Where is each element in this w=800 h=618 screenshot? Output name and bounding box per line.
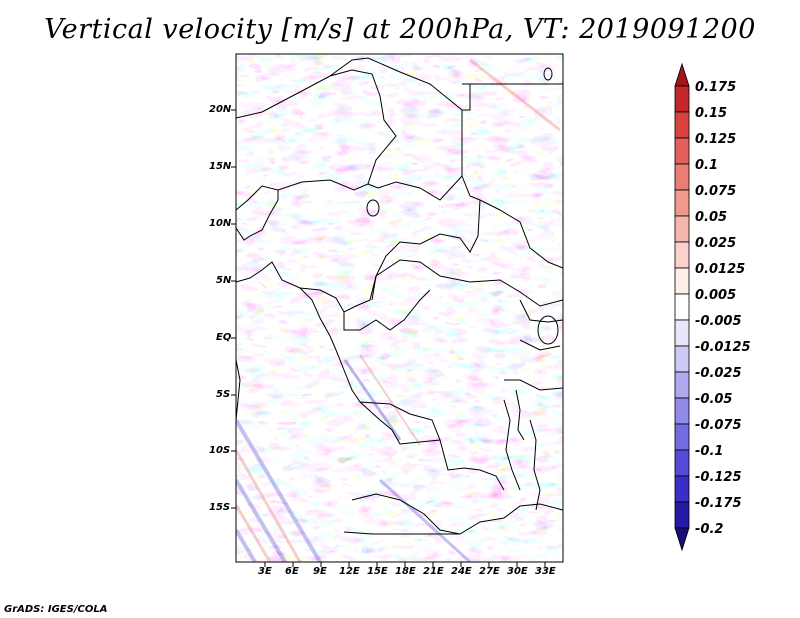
colorbar-label-17: -0.2	[695, 522, 724, 537]
colorbar-segment	[674, 111, 690, 139]
lat-label-15s: 15S	[209, 502, 231, 513]
colorbar-segment	[674, 163, 690, 191]
colorbar-label-7: 0.0125	[695, 262, 746, 277]
lat-label-20n: 20N	[209, 104, 232, 115]
map-frame	[235, 53, 564, 563]
colorbar-label-5: 0.05	[695, 210, 728, 225]
colorbar-segment	[674, 527, 690, 552]
plot-title: Vertical velocity [m/s] at 200hPa, VT: 2…	[44, 14, 756, 45]
colorbar-segment	[674, 345, 690, 373]
lon-label-15e: 15E	[367, 566, 388, 577]
lat-label-5n: 5N	[216, 275, 232, 286]
lat-label-eq: EQ	[216, 332, 232, 343]
lat-label-10n: 10N	[209, 218, 232, 229]
colorbar-segment	[674, 319, 690, 347]
colorbar-segment	[674, 449, 690, 477]
lon-label-24e: 24E	[451, 566, 472, 577]
colorbar-segment	[674, 501, 690, 529]
lat-label-10s: 10S	[209, 445, 231, 456]
colorbar-segment	[674, 475, 690, 503]
colorbar-segment	[674, 293, 690, 321]
colorbar-label-3: 0.1	[695, 158, 719, 173]
lat-label-15n: 15N	[209, 161, 232, 172]
colorbar-label-1: 0.15	[695, 106, 728, 121]
colorbar-label-6: 0.025	[695, 236, 737, 251]
lon-label-18e: 18E	[395, 566, 416, 577]
colorbar-label-9: -0.005	[695, 314, 742, 329]
axis-ticks	[231, 109, 546, 567]
colorbar-label-10: -0.0125	[695, 340, 751, 355]
colorbar-label-0: 0.175	[695, 80, 737, 95]
colorbar-label-11: -0.025	[695, 366, 742, 381]
colorbar-segment	[674, 397, 690, 425]
lon-label-3e: 3E	[258, 566, 272, 577]
lon-label-6e: 6E	[285, 566, 299, 577]
colorbar-segment	[674, 137, 690, 165]
colorbar-segment	[674, 241, 690, 269]
colorbar-label-13: -0.075	[695, 418, 742, 433]
lat-label-5s: 5S	[216, 389, 231, 400]
colorbar-segment	[674, 215, 690, 243]
velocity-field	[236, 54, 563, 562]
lakes	[366, 67, 559, 511]
colorbar-segment	[674, 189, 690, 217]
grads-credit: GrADS: IGES/COLA	[4, 604, 108, 615]
colorbar-label-12: -0.05	[695, 392, 733, 407]
colorbar	[674, 62, 690, 552]
colorbar-label-15: -0.125	[695, 470, 742, 485]
lon-label-21e: 21E	[423, 566, 444, 577]
lon-label-12e: 12E	[339, 566, 360, 577]
colorbar-label-14: -0.1	[695, 444, 724, 459]
colorbar-label-16: -0.175	[695, 496, 742, 511]
lon-label-33e: 33E	[535, 566, 556, 577]
colorbar-segment	[674, 267, 690, 295]
lon-label-30e: 30E	[507, 566, 528, 577]
country-borders	[236, 57, 563, 535]
colorbar-label-8: 0.005	[695, 288, 737, 303]
colorbar-segment	[674, 423, 690, 451]
colorbar-segment	[674, 62, 690, 87]
lon-label-27e: 27E	[479, 566, 500, 577]
colorbar-segment	[674, 371, 690, 399]
colorbar-label-2: 0.125	[695, 132, 737, 147]
colorbar-segment	[674, 85, 690, 113]
colorbar-label-4: 0.075	[695, 184, 737, 199]
lon-label-9e: 9E	[313, 566, 327, 577]
